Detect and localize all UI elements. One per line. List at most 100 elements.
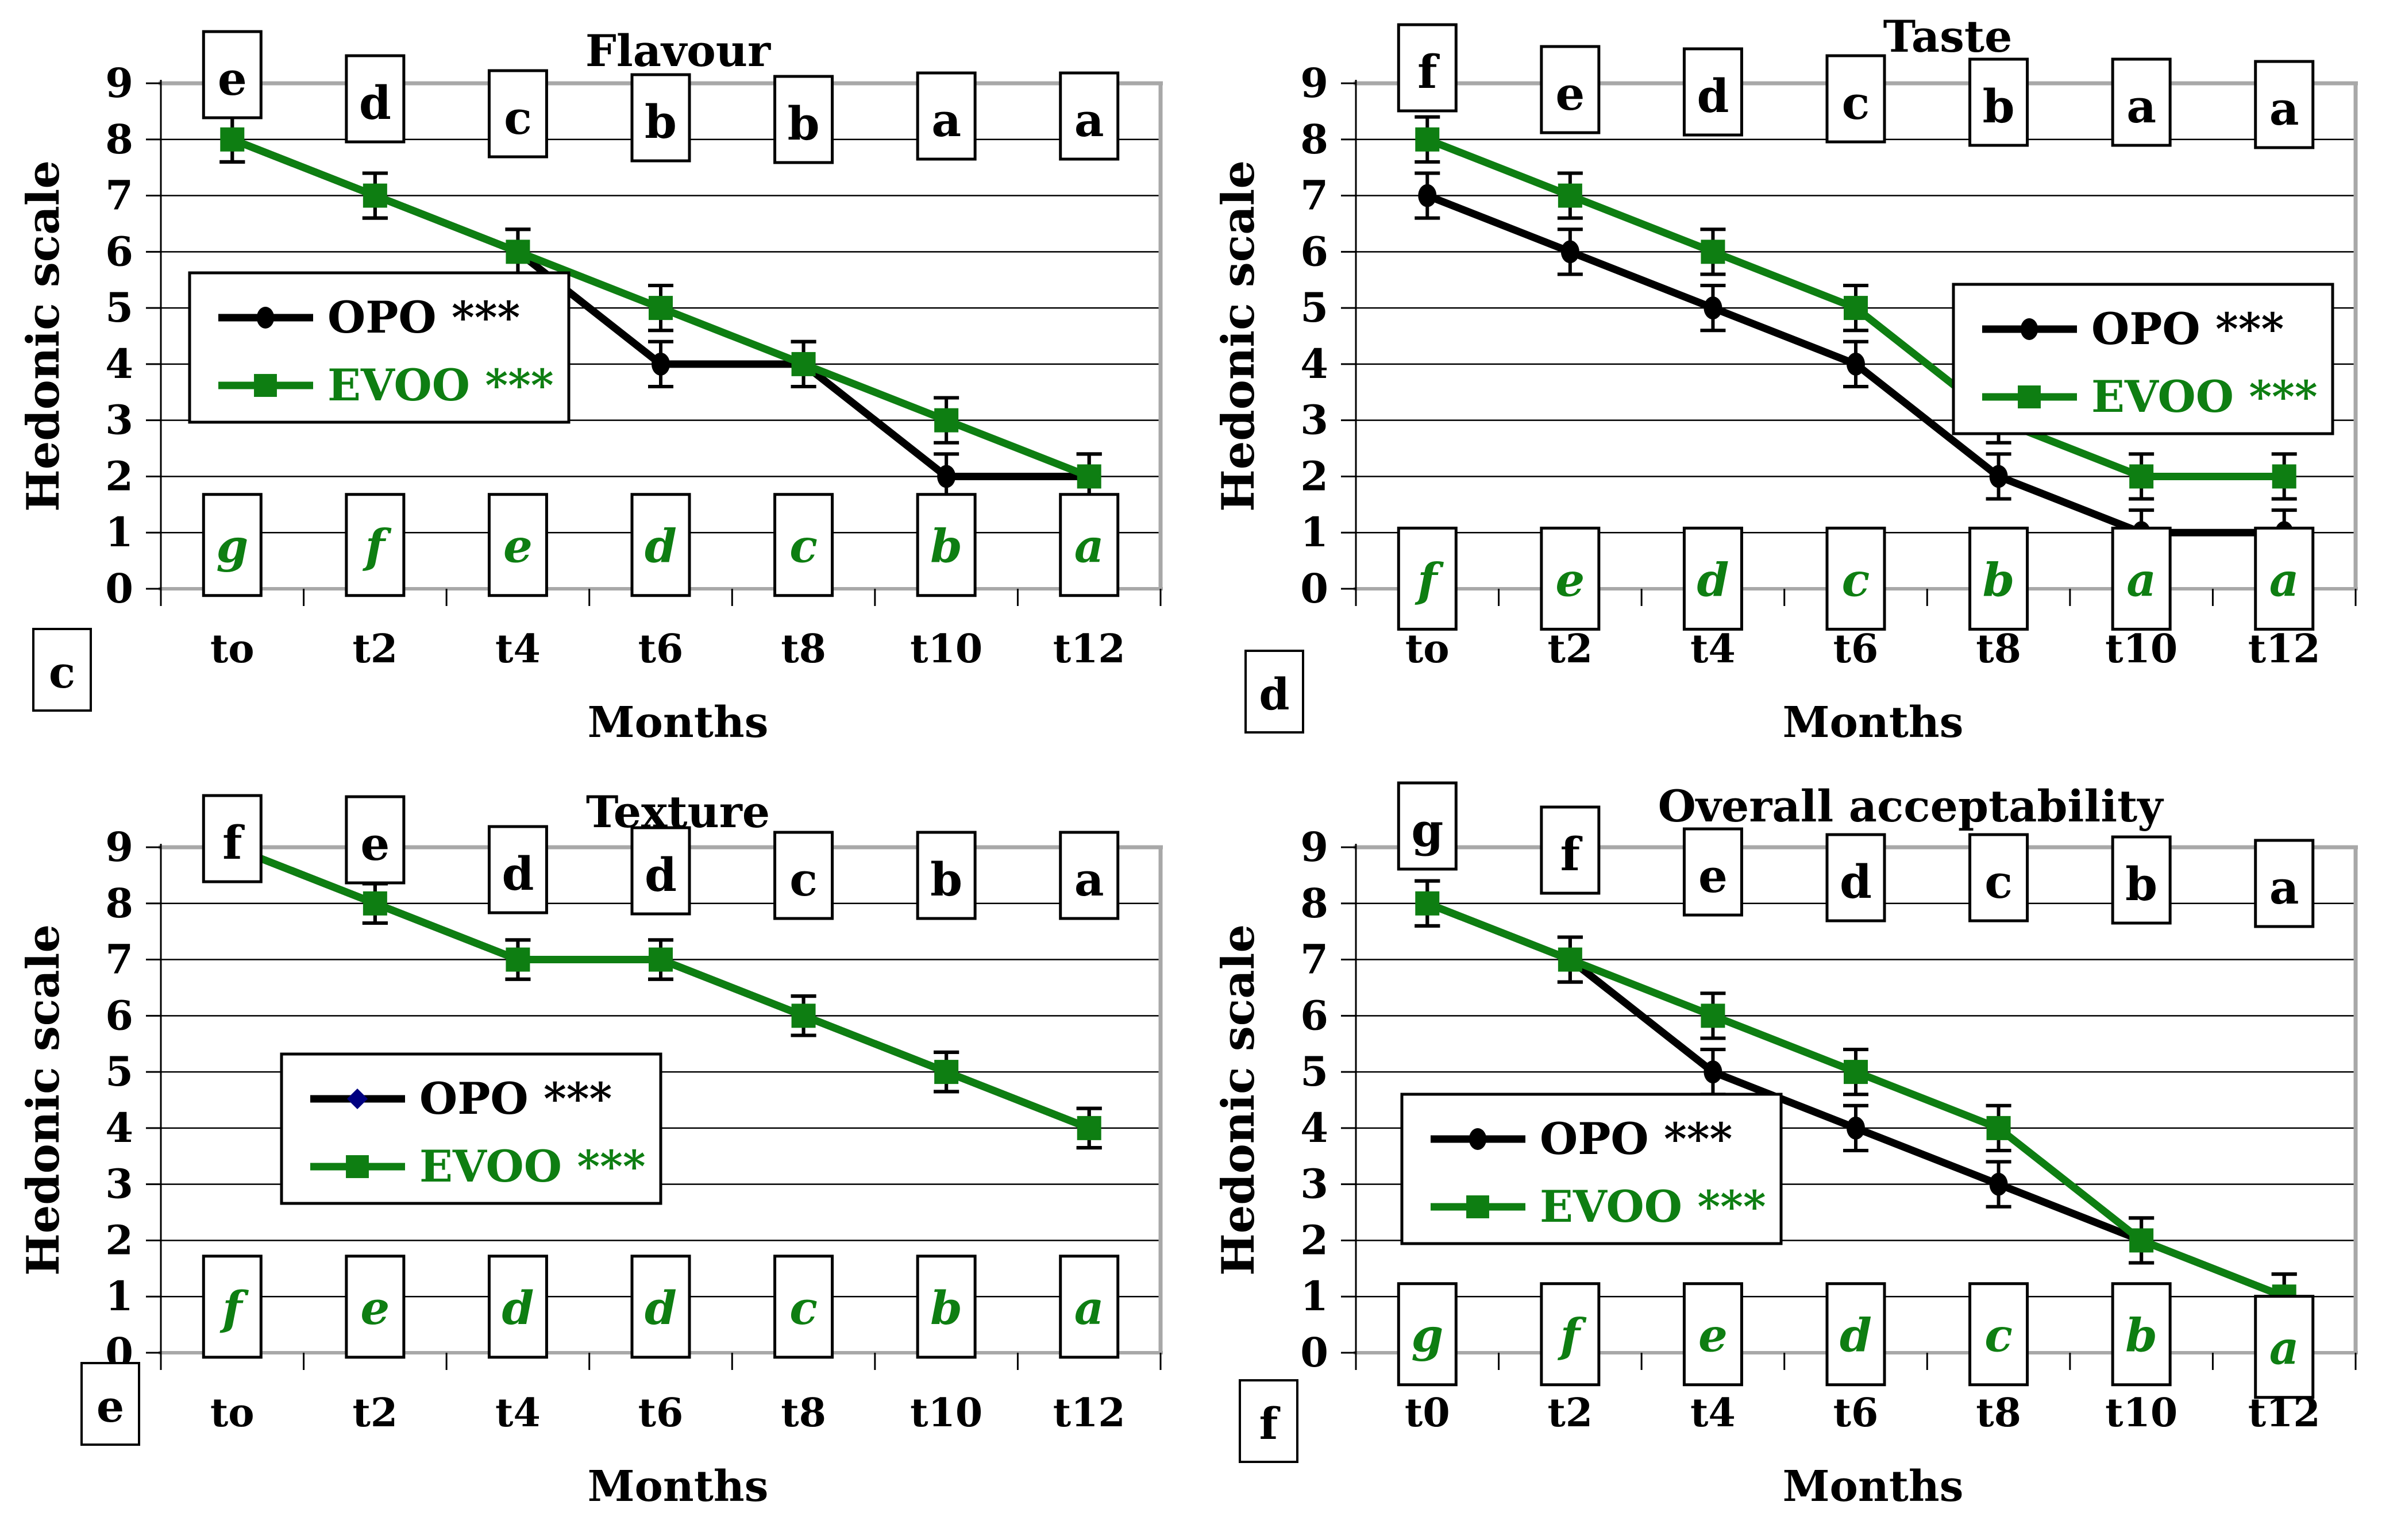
svg-text:t0: t0 — [1405, 1390, 1450, 1436]
legend: OPO *** EVOO *** — [1400, 1093, 1783, 1245]
x-axis-title: Months — [588, 698, 769, 747]
svg-text:3: 3 — [1300, 1160, 1328, 1208]
svg-text:t10: t10 — [910, 1390, 982, 1436]
svg-text:t12: t12 — [1053, 626, 1126, 672]
svg-text:c: c — [49, 647, 75, 698]
svg-text:6: 6 — [105, 991, 133, 1039]
svg-text:t8: t8 — [781, 1390, 826, 1436]
svg-text:f: f — [1417, 45, 1440, 99]
svg-text:t4: t4 — [495, 626, 541, 672]
svg-text:3: 3 — [105, 396, 133, 444]
svg-text:t2: t2 — [352, 626, 398, 672]
axis-ticks — [1341, 846, 2357, 1370]
svg-text:t2: t2 — [352, 1390, 398, 1436]
svg-text:5: 5 — [105, 284, 133, 331]
svg-text:c: c — [504, 91, 532, 145]
svg-text:e: e — [1698, 849, 1728, 903]
svg-text:e: e — [360, 817, 390, 871]
svg-text:3: 3 — [105, 1160, 133, 1208]
svg-text:0: 0 — [1300, 1329, 1328, 1376]
svg-text:to: to — [1405, 626, 1450, 672]
svg-text:t8: t8 — [1976, 626, 2021, 672]
y-axis-title: Hedonic scale — [17, 160, 70, 512]
svg-text:d: d — [645, 1281, 677, 1335]
axis-ticks — [146, 846, 1162, 1370]
svg-text:3: 3 — [1300, 396, 1328, 444]
svg-text:g: g — [216, 519, 248, 573]
svg-text:f: f — [222, 816, 245, 870]
svg-text:4: 4 — [1300, 1104, 1328, 1152]
panel-label: f — [1239, 1379, 1298, 1463]
y-tick-labels: 0 1 2 3 4 5 6 7 8 9 — [105, 59, 133, 612]
chart-panel-flavour: 0 1 2 3 4 5 6 7 8 9 to t2 t4 t6 t8 t10 t12 Hedonic scale M… — [17, 9, 1195, 775]
svg-text:t6: t6 — [1833, 1390, 1879, 1436]
y-axis-title: Hedonic scale — [1212, 924, 1265, 1276]
svg-text:t4: t4 — [495, 1390, 541, 1436]
svg-text:b: b — [645, 95, 677, 149]
svg-text:t6: t6 — [638, 626, 684, 672]
svg-text:t12: t12 — [2248, 626, 2321, 672]
svg-text:d: d — [645, 848, 677, 902]
svg-text:a: a — [1074, 519, 1104, 573]
svg-text:OPO ***: OPO *** — [2091, 303, 2284, 354]
svg-text:e: e — [97, 1381, 124, 1432]
svg-text:f: f — [1259, 1398, 1281, 1449]
svg-text:6: 6 — [105, 227, 133, 275]
svg-text:EVOO ***: EVOO *** — [327, 360, 554, 411]
svg-text:1: 1 — [105, 508, 133, 556]
svg-text:0: 0 — [105, 565, 133, 612]
svg-text:e: e — [1698, 1309, 1728, 1363]
svg-text:d: d — [502, 1281, 534, 1335]
svg-text:c: c — [1842, 76, 1870, 130]
svg-text:c: c — [789, 852, 818, 906]
chart-svg-c: 0 1 2 3 4 5 6 7 8 9 to t2 t4 t6 t8 t10 t12 Hedonic scale M… — [17, 25, 1163, 747]
svg-text:c: c — [789, 519, 818, 573]
chart-title: Overall acceptability — [1658, 781, 2164, 832]
x-axis-title: Months — [1783, 698, 1964, 747]
axis-ticks — [146, 82, 1162, 606]
svg-text:a: a — [2269, 553, 2299, 607]
svg-text:4: 4 — [105, 1104, 133, 1152]
x-axis-title: Months — [588, 1462, 769, 1511]
svg-text:a: a — [2126, 79, 2156, 133]
svg-text:f: f — [1560, 827, 1583, 881]
svg-text:9: 9 — [1300, 59, 1328, 107]
svg-text:t4: t4 — [1690, 1390, 1736, 1436]
svg-text:a: a — [1074, 1281, 1104, 1335]
svg-text:b: b — [930, 519, 962, 573]
svg-text:OPO ***: OPO *** — [419, 1073, 612, 1124]
svg-text:b: b — [930, 1281, 962, 1335]
svg-text:c: c — [1984, 855, 2013, 909]
y-axis-title: Hedonic scale — [1212, 160, 1265, 512]
chart-panel-texture: 0 1 2 3 4 5 6 7 8 9 to t2 t4 t6 t8 t10 t12 Hedonic scale M… — [17, 773, 1195, 1539]
legend: OPO *** EVOO *** — [1952, 283, 2334, 435]
svg-text:a: a — [2269, 82, 2299, 136]
svg-text:6: 6 — [1300, 991, 1328, 1039]
svg-text:8: 8 — [105, 115, 133, 163]
chart-panel-overall-acceptability: 0 1 2 3 4 5 6 7 8 9 t0 t2 t4 t6 t8 t10 t12 Hedonic scale M… — [1212, 773, 2390, 1539]
svg-text:1: 1 — [105, 1272, 133, 1320]
legend: OPO *** EVOO *** — [280, 1052, 662, 1205]
svg-text:9: 9 — [105, 823, 133, 871]
svg-text:OPO ***: OPO *** — [1540, 1113, 1732, 1164]
svg-text:t2: t2 — [1547, 1390, 1593, 1436]
panel-label: c — [32, 628, 92, 712]
svg-text:d: d — [1697, 553, 1729, 607]
svg-text:t10: t10 — [2105, 626, 2178, 672]
svg-text:t8: t8 — [781, 626, 826, 672]
x-axis-title: Months — [1783, 1462, 1964, 1511]
svg-text:d: d — [359, 76, 391, 130]
svg-text:e: e — [503, 519, 533, 573]
svg-text:6: 6 — [1300, 227, 1328, 275]
top-letter-boxes: g f e d c b a — [1397, 781, 2315, 928]
svg-text:d: d — [1840, 855, 1872, 909]
svg-text:t6: t6 — [638, 1390, 684, 1436]
